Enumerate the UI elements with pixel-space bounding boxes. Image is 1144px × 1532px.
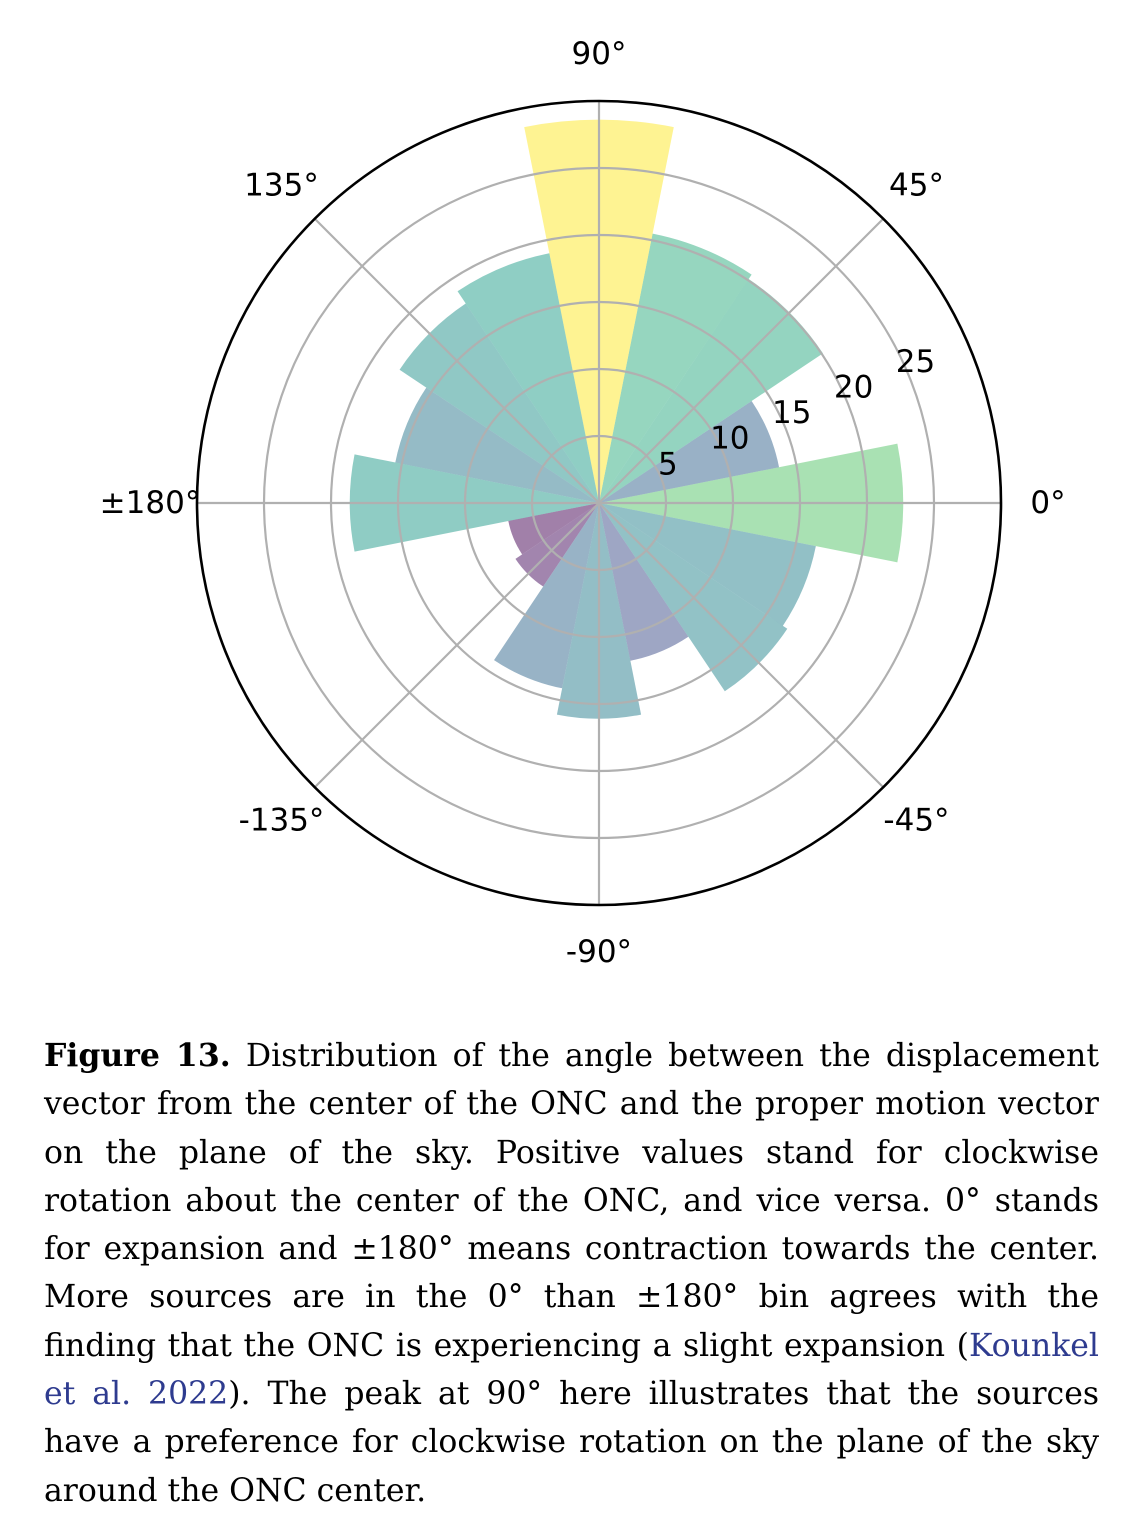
angle-label-90: 90° — [572, 36, 627, 72]
angle-label-neg135: -135° — [239, 803, 325, 839]
figure-caption: Figure 13. Distribution of the angle bet… — [44, 1032, 1099, 1515]
grid-spoke-225 — [313, 502, 600, 789]
caption-text-2: ). The peak at 90° here illustrates that… — [44, 1376, 1100, 1509]
bar-11 — [494, 503, 599, 689]
figure-label: Figure 13. — [44, 1037, 231, 1074]
bar-7 — [395, 387, 599, 503]
labels-layer: 0° 45° 90° 135° ±180° -135° -90° -45° 5 10 15 20 25 — [100, 36, 1066, 970]
angle-label-135: 135° — [244, 168, 319, 204]
grid-layer — [195, 99, 1003, 907]
outer-frame — [195, 99, 1003, 907]
radial-tick-label-5: 5 — [658, 446, 678, 482]
radial-tick-label-20: 20 — [834, 369, 873, 405]
bar-3 — [599, 233, 752, 503]
bar-13 — [599, 503, 689, 661]
citation-link[interactable]: Kounkel et al. 2022 — [44, 1327, 1099, 1413]
angle-label-45: 45° — [889, 168, 944, 204]
polar-histogram: 0° 45° 90° 135° ±180° -135° -90° -45° 5 10 15 20 25 — [100, 36, 1066, 970]
bar-5 — [457, 253, 599, 503]
angle-label-180: ±180° — [100, 485, 201, 521]
angle-label-0: 0° — [1030, 485, 1065, 521]
radial-tick-label-15: 15 — [772, 395, 811, 431]
grid-spoke-45 — [598, 217, 885, 504]
bar-9 — [508, 503, 599, 555]
grid-spoke-135 — [313, 217, 600, 504]
radial-tick-label-25: 25 — [896, 344, 935, 380]
angle-label-neg45: -45° — [883, 803, 949, 839]
angle-label-neg90: -90° — [566, 934, 632, 970]
bar-1 — [599, 401, 780, 503]
bars-layer — [349, 119, 904, 719]
caption-text-1: Distribution of the angle between the di… — [44, 1038, 1099, 1364]
radial-tick-label-10: 10 — [710, 421, 749, 457]
grid-spoke-315 — [598, 502, 885, 789]
bar-15 — [599, 503, 816, 626]
